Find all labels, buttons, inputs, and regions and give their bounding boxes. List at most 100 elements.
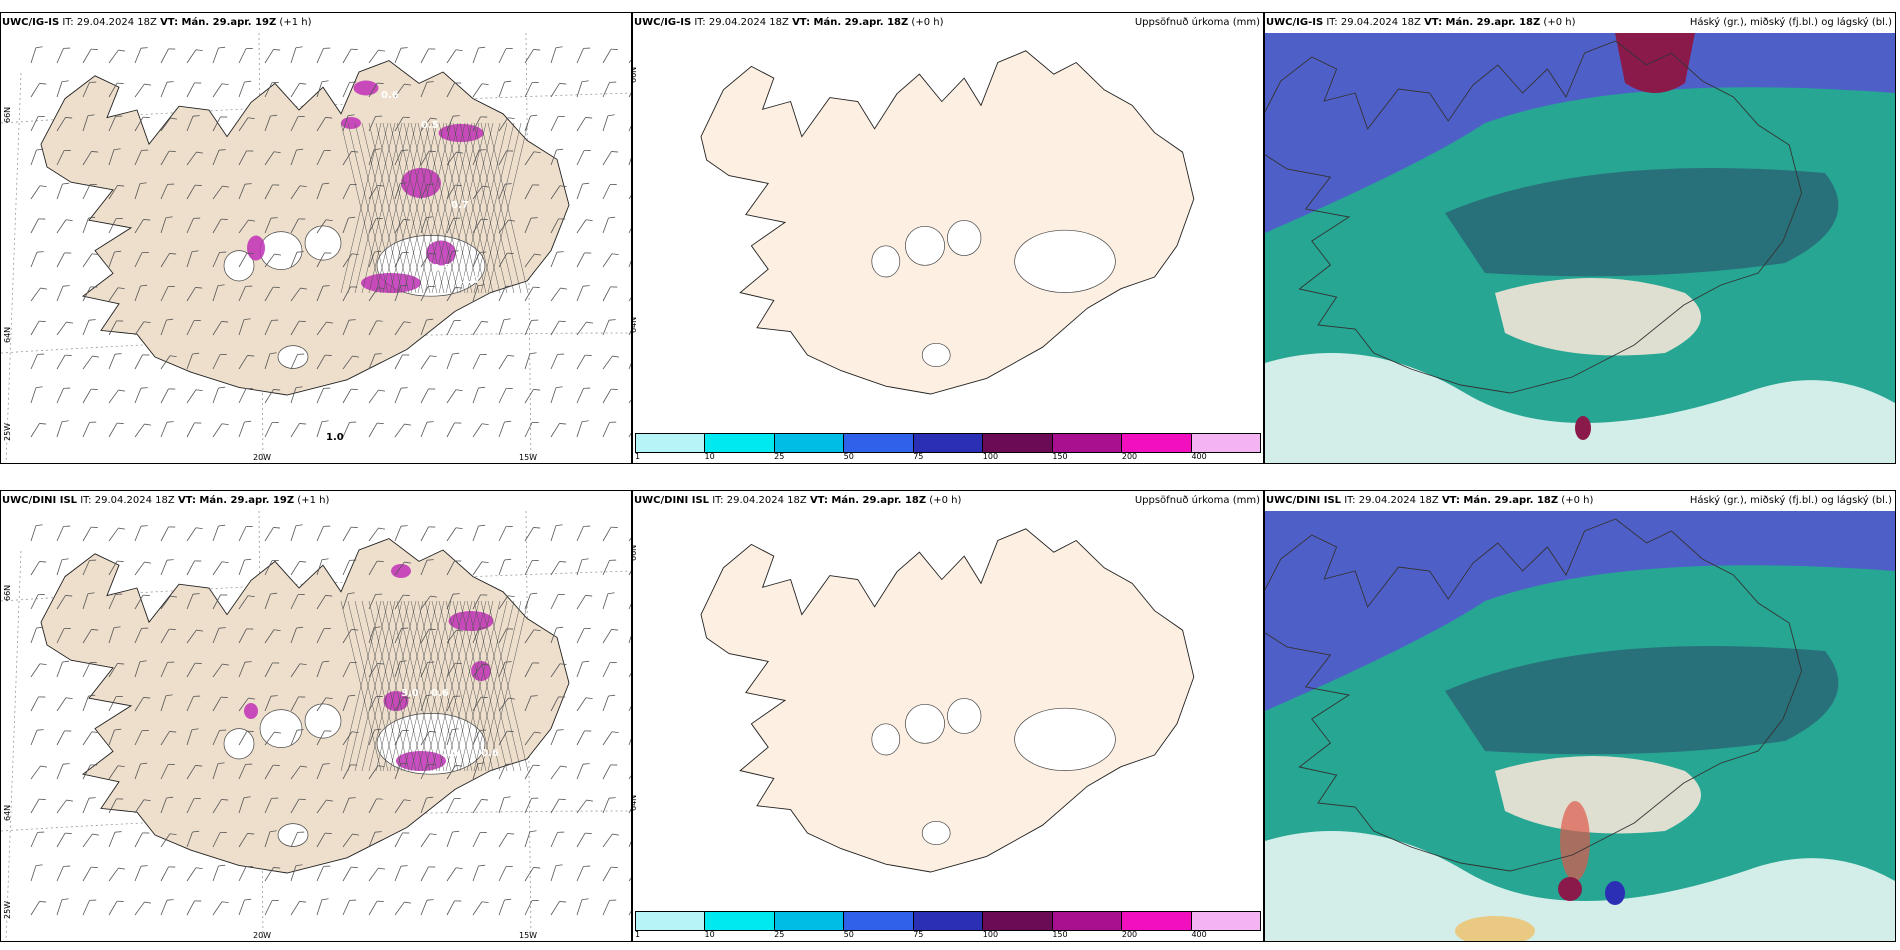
wind-barb (160, 796, 174, 814)
wind-barb (238, 763, 253, 780)
precip-value-label: 3.0 (401, 688, 419, 699)
wind-barb (238, 285, 253, 302)
wind-barb (238, 796, 251, 814)
wind-barb (446, 527, 463, 542)
wind-barb (212, 284, 225, 302)
wind-barb (82, 899, 97, 916)
wind-barb (30, 353, 45, 370)
wind-barb (238, 80, 252, 98)
wind-barb (550, 765, 568, 780)
glacier (871, 723, 901, 756)
wind-barb (238, 833, 255, 848)
wind-barb (524, 217, 538, 234)
wind-barb (108, 527, 126, 542)
wind-barb (264, 830, 277, 848)
wind-barb (134, 47, 148, 64)
wind-barb (238, 183, 252, 200)
wind-barb (342, 797, 356, 814)
wind-barb (82, 559, 97, 576)
wind-barb (160, 216, 173, 234)
wind-barb (550, 729, 564, 746)
wind-barb (394, 47, 408, 64)
wind-barb (576, 832, 592, 848)
wind-barb (186, 151, 204, 166)
precip-cell (426, 240, 456, 266)
precip-cell (361, 273, 421, 293)
wind-barb (602, 253, 619, 268)
wind-barb (524, 352, 537, 370)
wind-barb (368, 115, 383, 132)
valid-time: VT: Mán. 29.apr. 18Z (1441, 495, 1559, 506)
wind-barb (212, 799, 229, 814)
wind-map-1: 0.6 0.5 0.7 1.0 0.5 1.0 (1, 33, 631, 463)
wind-barb (420, 866, 436, 882)
glacier (871, 245, 901, 278)
wind-barb (394, 799, 411, 814)
wind-barb (628, 627, 631, 644)
wind-barb (368, 250, 382, 268)
wind-barb (524, 560, 539, 576)
wind-panel-1: UWC/IG-IS IT: 29.04.2024 18Z VT: Mán. 29… (0, 12, 632, 464)
wind-barb (602, 151, 619, 166)
wind-barb (290, 901, 307, 916)
wind-barb (472, 729, 487, 746)
wind-barb (316, 321, 334, 336)
precip-cell (247, 235, 265, 261)
wind-barb (628, 867, 631, 882)
wind-barb (524, 184, 540, 200)
high-cloud-dense (1605, 881, 1625, 905)
iceland-land (700, 50, 1195, 395)
wind-barb (160, 253, 177, 268)
wind-barb (30, 798, 46, 814)
wind-barb (472, 116, 488, 132)
wind-barb (290, 524, 303, 542)
graticule-line (5, 72, 22, 463)
wind-barb (108, 593, 123, 610)
wind-barb (628, 251, 631, 268)
wind-barb (342, 526, 358, 542)
wind-barb (420, 559, 434, 576)
wind-barb (30, 185, 47, 200)
wind-barb (290, 765, 308, 780)
colorbar-swatch (636, 912, 706, 930)
wind-barb (472, 185, 490, 200)
wind-barb (264, 114, 278, 132)
precip-map-1 (633, 33, 1263, 443)
lon-label-15w: 15W (519, 453, 538, 462)
wind-barb (550, 594, 565, 610)
colorbar-tick-label: 25 (774, 930, 785, 939)
clear-land-area (1495, 278, 1701, 356)
wind-barb (134, 594, 150, 610)
colorbar-swatch (913, 434, 984, 452)
wind-barb (212, 696, 228, 712)
forecast-step: (+1 h) (279, 17, 312, 28)
wind-barb (550, 626, 564, 644)
wind-barb (498, 898, 512, 916)
wind-barb (446, 867, 463, 882)
wind-barb (264, 253, 282, 268)
wind-barb (420, 421, 434, 438)
glacier (223, 250, 255, 282)
wind-barb (576, 730, 592, 746)
wind-barb (212, 321, 229, 336)
wind-barb (186, 900, 202, 916)
wind-barb (290, 251, 304, 268)
wind-barb (524, 731, 542, 746)
wind-barb (524, 629, 541, 644)
wind-barb (472, 524, 486, 542)
wind-barb (602, 559, 617, 576)
glacier (304, 703, 342, 739)
wind-header-2: UWC/DINI ISL IT: 29.04.2024 18Z VT: Mán.… (1, 491, 631, 511)
wind-barb (576, 898, 589, 916)
wind-barb (108, 148, 121, 166)
wind-barb (160, 421, 174, 438)
colorbar-tick-label: 25 (774, 452, 785, 461)
wind-barb (368, 831, 382, 848)
wind-barb (628, 320, 631, 336)
wind-barb (186, 184, 202, 200)
wind-barb (420, 694, 433, 712)
wind-barb (160, 81, 174, 98)
wind-barb (108, 867, 126, 882)
lon-label-25w: 25W (3, 900, 12, 919)
wind-barb (420, 117, 438, 132)
